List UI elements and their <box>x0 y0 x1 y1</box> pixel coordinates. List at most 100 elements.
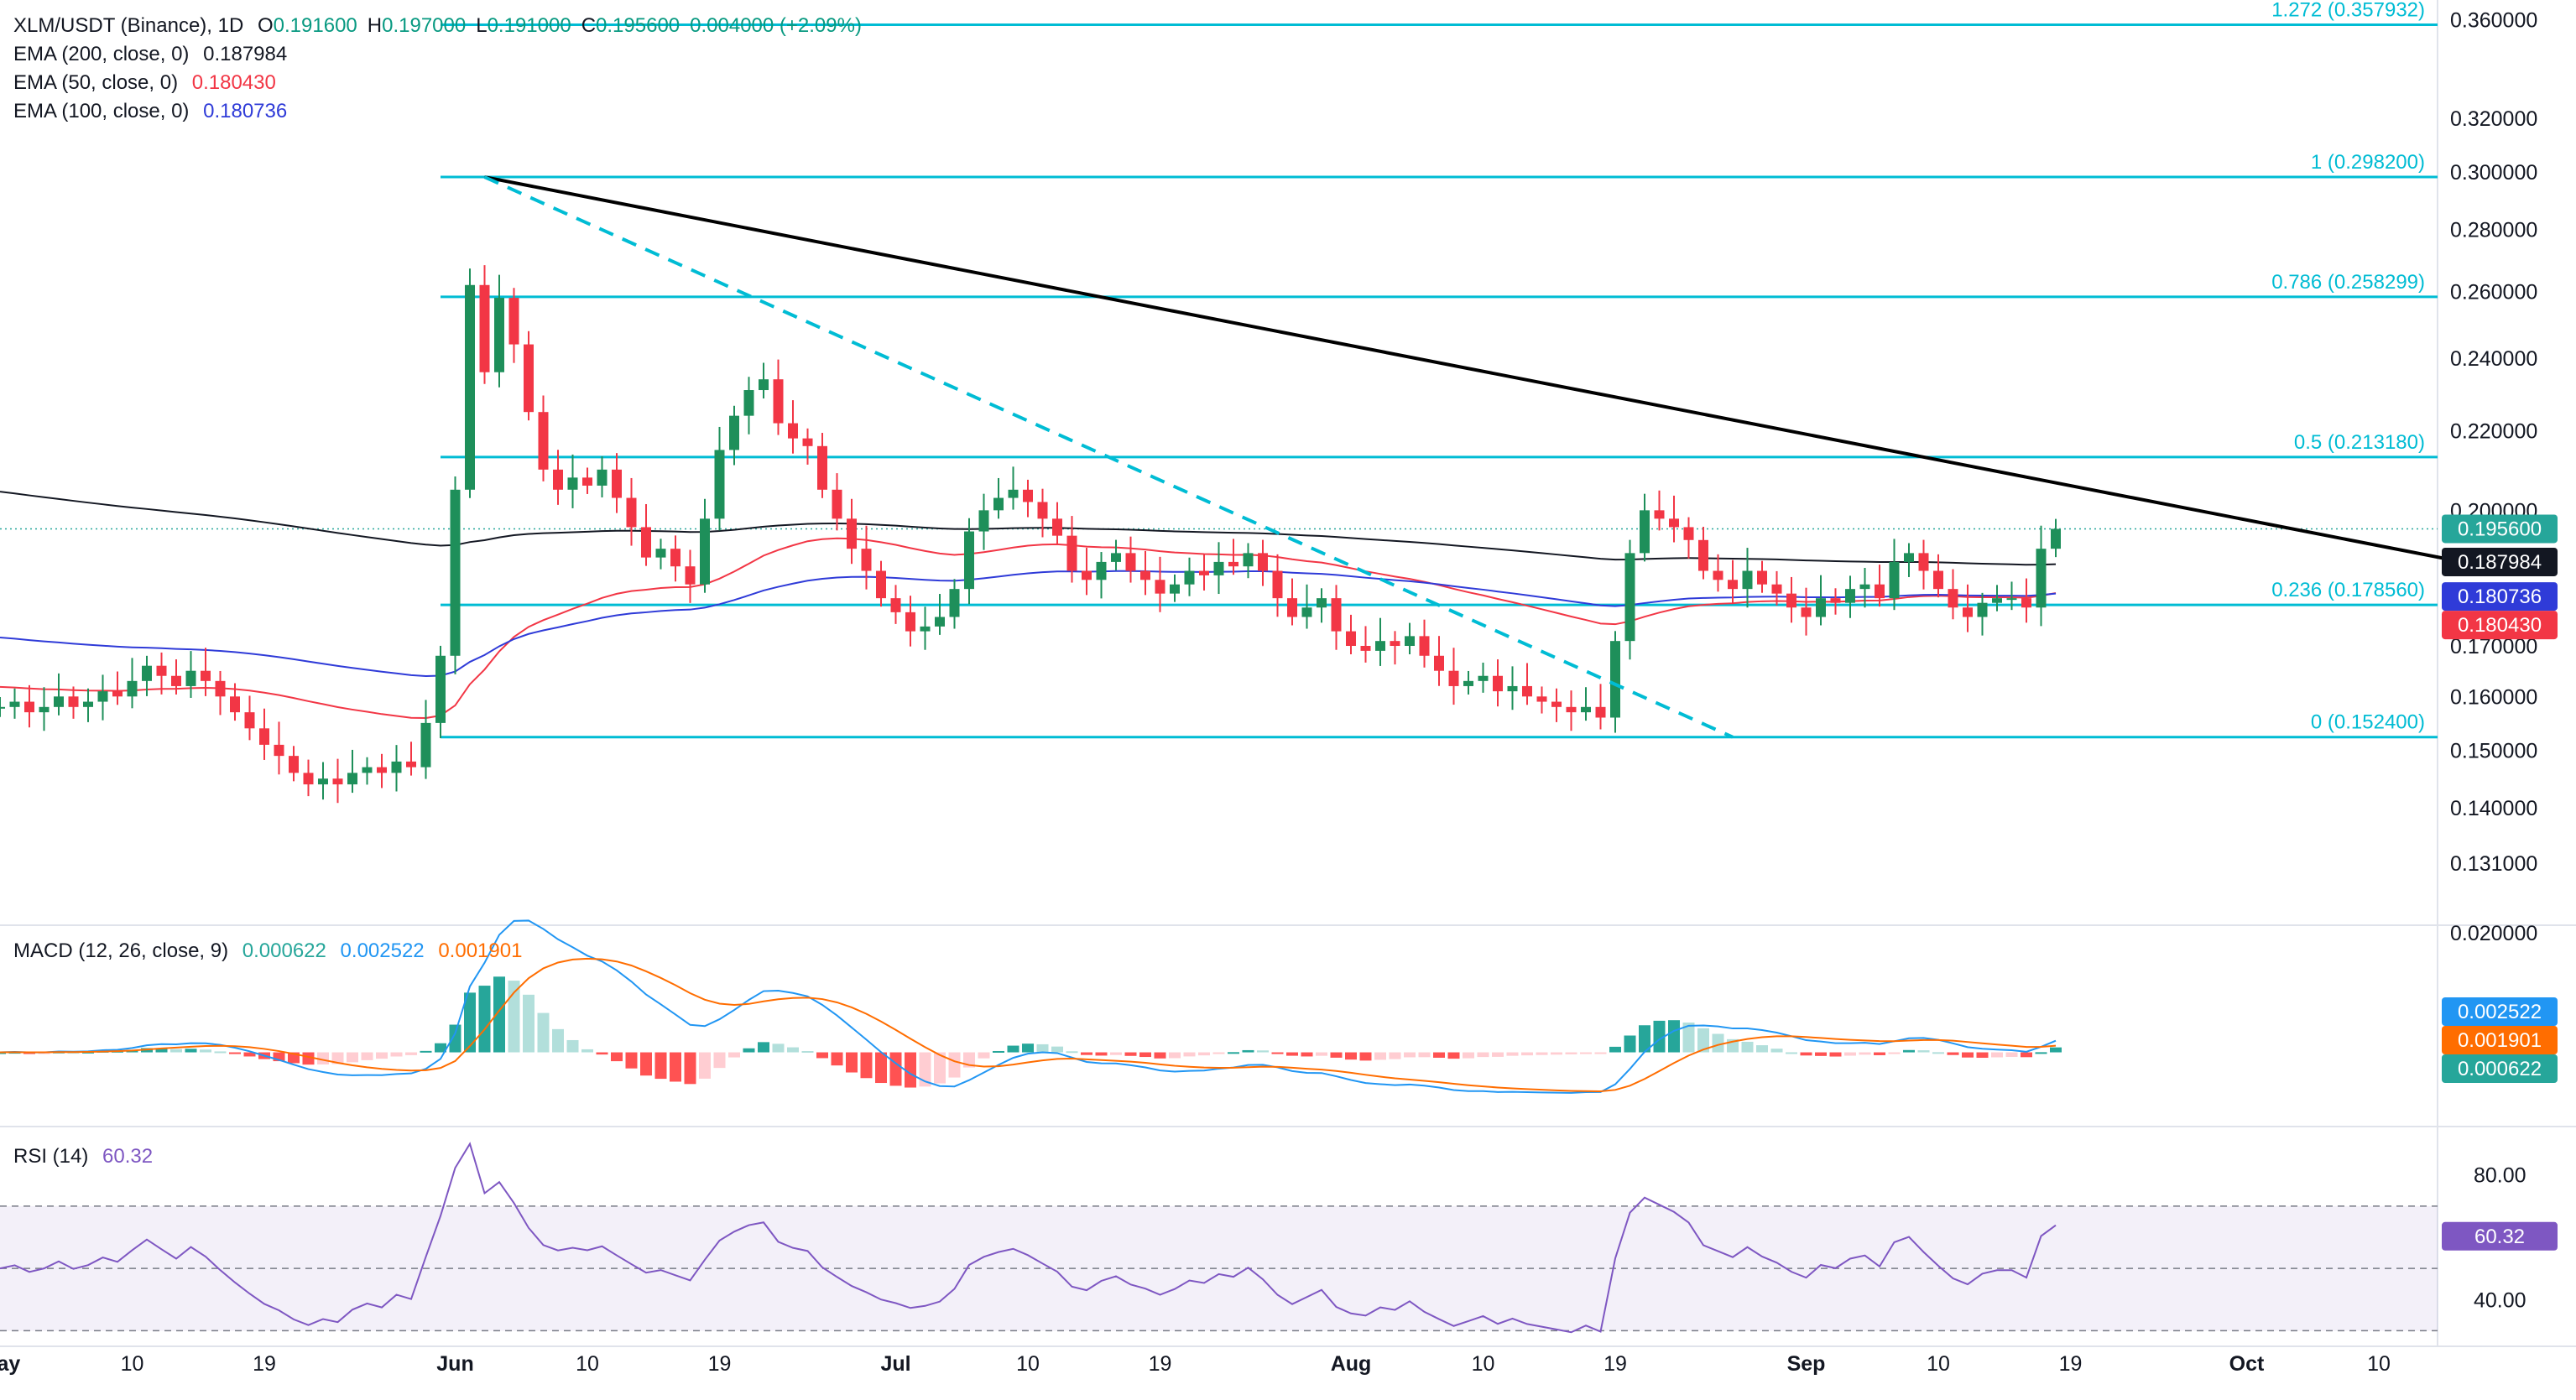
candle-body <box>1918 553 1929 571</box>
macd-histogram-bar <box>405 1052 417 1055</box>
symbol-title: XLM/USDT (Binance), 1D <box>13 14 244 37</box>
macd-histogram-bar <box>1330 1052 1343 1058</box>
candle-body <box>876 570 886 599</box>
macd-histogram-bar <box>1624 1035 1636 1053</box>
candle-body <box>1566 706 1577 713</box>
macd-histogram-bar <box>537 1012 550 1053</box>
rsi-price-tag <box>2442 1221 2558 1251</box>
x-tick-label: Oct <box>2229 1352 2265 1376</box>
macd-histogram-bar <box>993 1050 1004 1053</box>
macd-histogram-bar <box>1183 1052 1196 1057</box>
macd-histogram-bar <box>1359 1052 1372 1061</box>
macd-histogram-bar <box>713 1052 726 1069</box>
ema200-label: EMA (200, close, 0) <box>13 43 190 65</box>
trendlines <box>483 175 2468 739</box>
macd-pane <box>0 919 2062 1094</box>
x-tick-label: 10 <box>576 1352 599 1376</box>
macd-histogram-bar <box>919 1052 931 1087</box>
candle-body <box>1522 685 1532 697</box>
macd-histogram-bar <box>2050 1047 2062 1053</box>
candle-body <box>127 680 138 697</box>
close-label: C <box>581 14 597 37</box>
macd-y-tick: 0.020000 <box>2450 922 2537 945</box>
macd-histogram-bar <box>978 1052 990 1059</box>
macd-histogram-bar <box>640 1052 652 1076</box>
fib-level-label: 0.5 (0.213180) <box>2294 431 2425 454</box>
open-label: O <box>257 14 274 37</box>
macd-histogram-bar <box>1374 1052 1386 1060</box>
candle-body <box>420 722 431 768</box>
fib-level-label: 1.272 (0.357932) <box>2271 0 2425 21</box>
macd-histogram-bar <box>699 1052 711 1079</box>
macd-histogram-bar <box>889 1052 902 1086</box>
main-price-tag-text: 0.180430 <box>2458 614 2542 637</box>
y-tick-label: 0.280000 <box>2450 219 2537 242</box>
candle-body <box>215 680 226 697</box>
main-price-tag <box>2442 611 2558 640</box>
x-tick-label: 10 <box>2367 1352 2391 1376</box>
candle-body <box>847 518 857 549</box>
macd-histogram-bar <box>1639 1025 1650 1053</box>
x-tick-label: Aug <box>1331 1352 1372 1376</box>
ema200-legend[interactable]: EMA (200, close, 0) 0.187984 <box>13 40 295 69</box>
macd-histogram-bar <box>1228 1052 1239 1054</box>
macd-histogram-bar <box>1007 1045 1019 1053</box>
candle-body <box>1640 510 1650 554</box>
candle-body <box>949 589 960 617</box>
candle-body <box>1771 584 1782 594</box>
y-tick-label: 0.260000 <box>2450 280 2537 304</box>
x-tick-label: 10 <box>1472 1352 1495 1376</box>
ema50-line <box>0 537 2057 720</box>
candle-body <box>714 450 725 519</box>
macd-histogram-bar <box>684 1052 696 1085</box>
price-tags: 0.195600 0.187984 0.180736 0.180430 0.002522… <box>2442 514 2558 1251</box>
macd-histogram-bar <box>1169 1052 1181 1059</box>
macd-histogram-bar <box>1521 1052 1533 1056</box>
rsi-legend[interactable]: RSI (14) 60.32 <box>13 1142 161 1171</box>
macd-histogram-bar <box>0 1052 6 1054</box>
ema100-legend[interactable]: EMA (100, close, 0) 0.180736 <box>13 97 295 126</box>
macd-histogram-bar <box>435 1043 446 1053</box>
macd-histogram-bar <box>243 1052 256 1057</box>
candle-body <box>24 701 34 713</box>
macd-legend[interactable]: MACD (12, 26, close, 9) 0.000622 0.00252… <box>13 937 530 965</box>
candle-body <box>362 767 373 773</box>
rsi-y-tick: 40.00 <box>2474 1288 2526 1312</box>
macd-hist-value: 0.000622 <box>242 939 326 962</box>
candle-body <box>391 761 402 773</box>
ema100-value: 0.180736 <box>203 100 288 122</box>
candle-body <box>406 761 416 768</box>
macd-histogram-bar <box>1815 1052 1827 1056</box>
low-value: 0.191000 <box>487 14 571 37</box>
macd-histogram-bar <box>1463 1052 1474 1059</box>
candle-body <box>861 549 872 571</box>
macd-histogram-bar <box>1154 1052 1166 1059</box>
macd-histogram-bar <box>1447 1052 1460 1059</box>
candle-body <box>1155 580 1165 594</box>
macd-histogram-bar <box>1095 1052 1108 1056</box>
fib-level-label: 1 (0.298200) <box>2311 151 2425 174</box>
candle-body <box>1037 502 1048 519</box>
macd-histogram-bar <box>1286 1052 1298 1056</box>
candle-body <box>9 701 20 707</box>
candle-body <box>318 778 328 785</box>
symbol-legend[interactable]: XLM/USDT (Binance), 1D O0.191600 H0.19700… <box>13 12 870 40</box>
candle-body <box>582 477 592 486</box>
candle-body <box>142 665 152 681</box>
candle-body <box>685 566 696 585</box>
candle-body <box>0 706 5 709</box>
resistance-trendline <box>484 175 2468 565</box>
close-value: 0.195600 <box>596 14 681 37</box>
macd-histogram-bar <box>361 1052 373 1060</box>
candle-body <box>729 415 739 450</box>
macd-histogram-bar <box>625 1052 638 1069</box>
rsi-price-tag-text: 60.32 <box>2474 1226 2525 1248</box>
main-price-tag <box>2442 514 2558 544</box>
macd-histogram-bar <box>1404 1052 1416 1058</box>
ema50-legend[interactable]: EMA (50, close, 0) 0.180430 <box>13 69 284 97</box>
candle-body <box>171 675 181 686</box>
macd-histogram-bar <box>1081 1052 1092 1055</box>
candle-body <box>1082 570 1092 580</box>
candle-body <box>1052 518 1062 536</box>
